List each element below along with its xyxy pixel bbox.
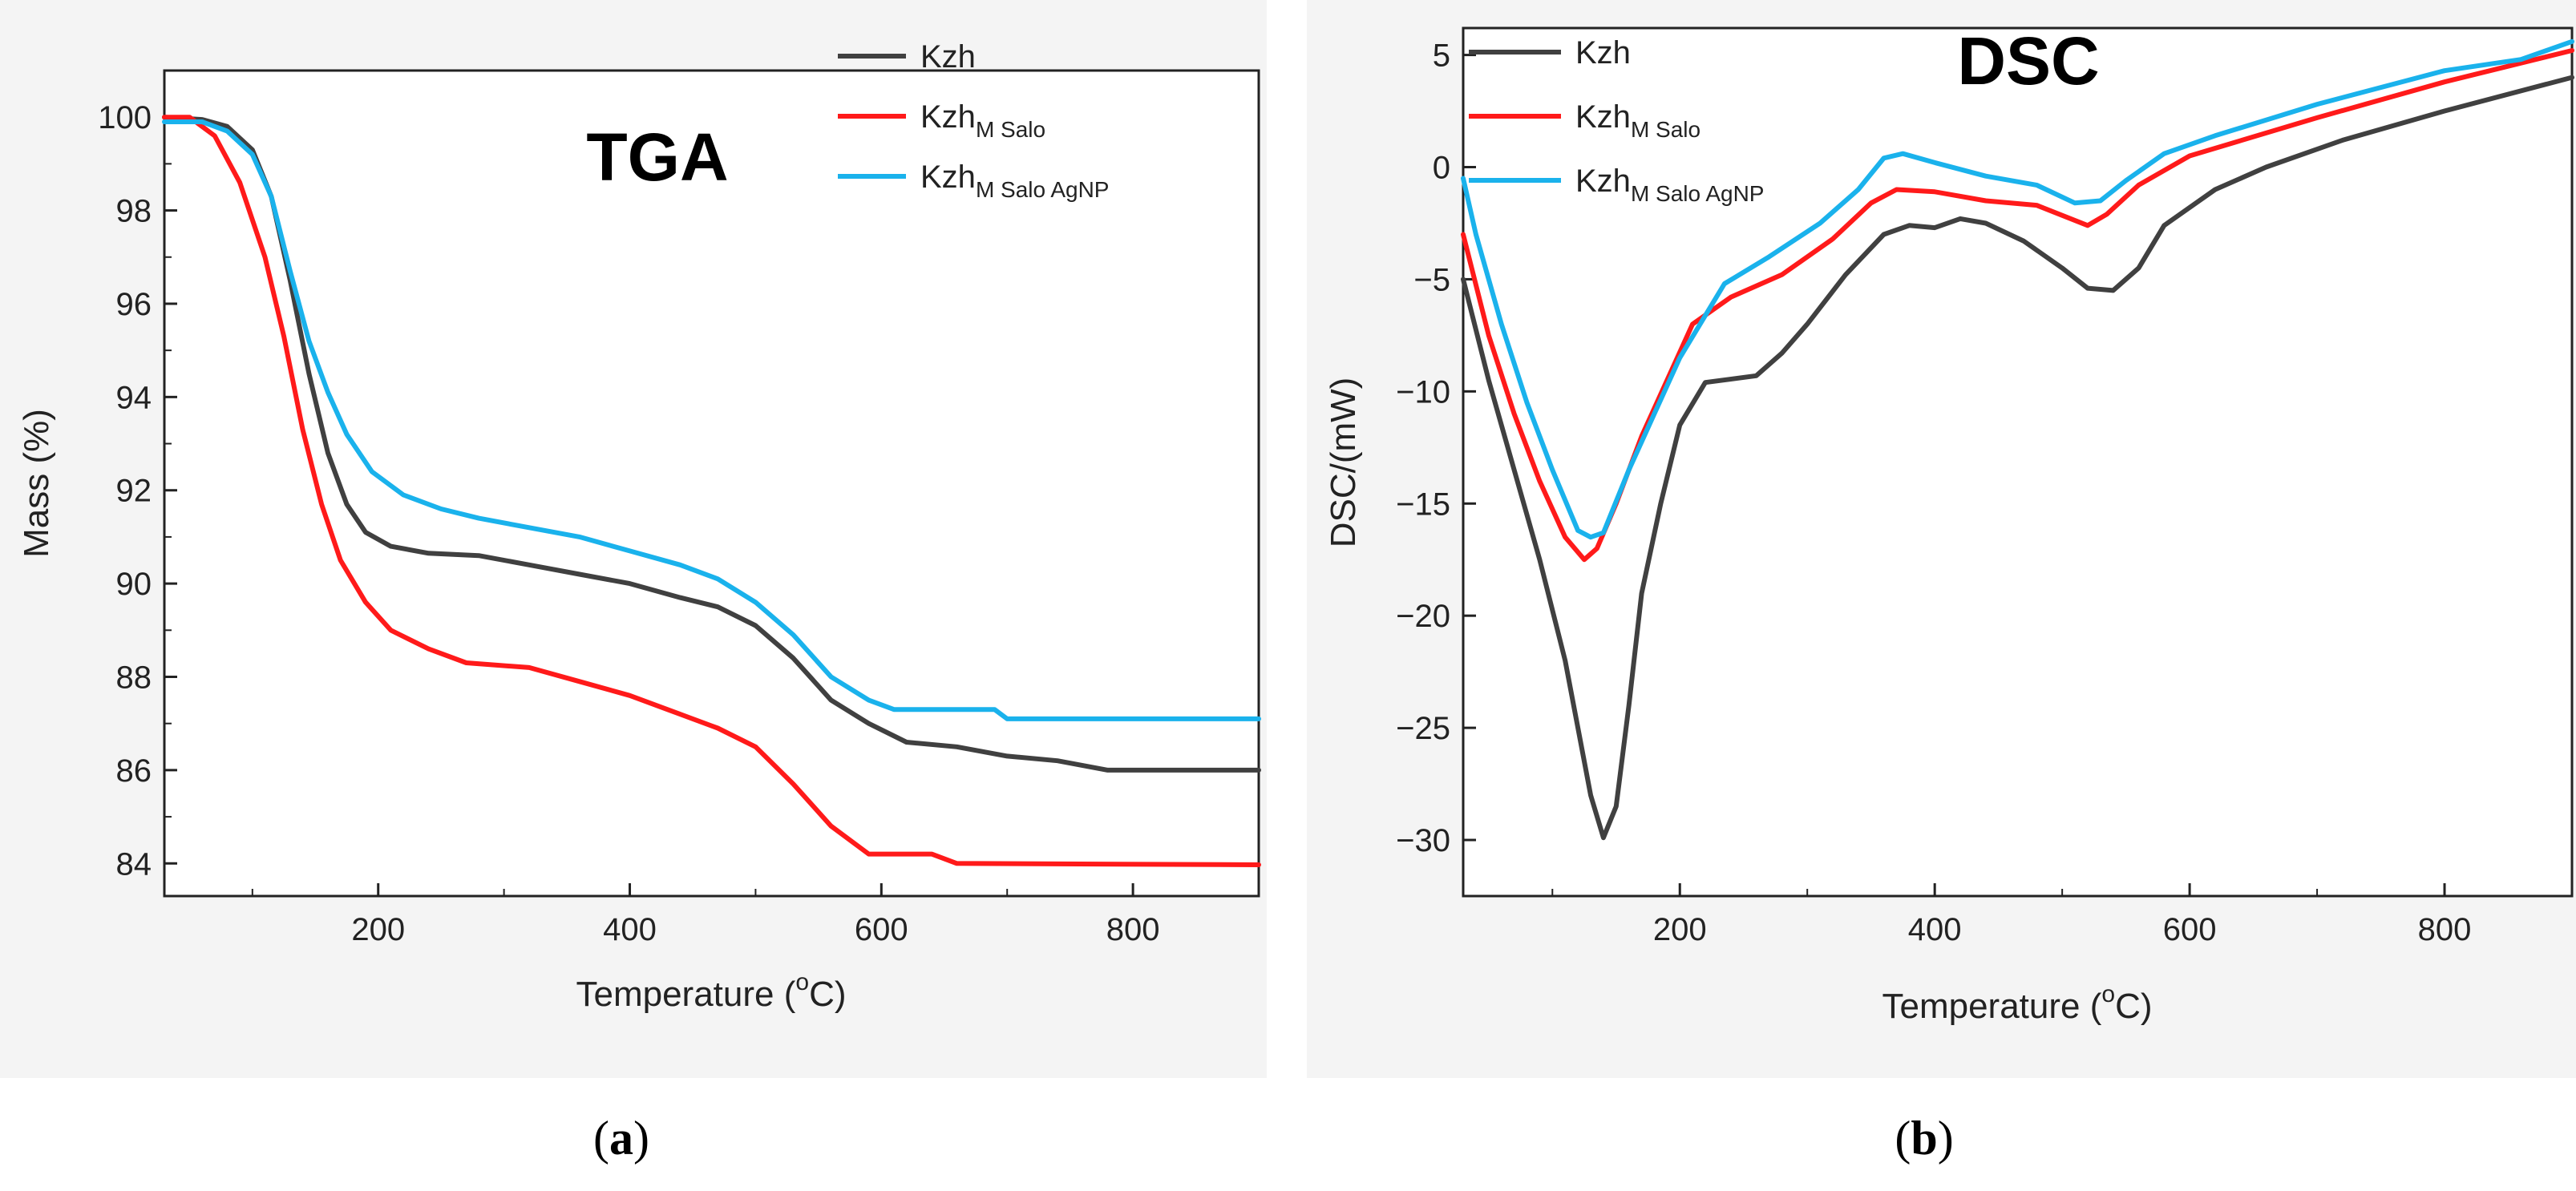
caption-letter: b	[1911, 1112, 1937, 1165]
plot-area	[1462, 26, 2574, 898]
x-axis-title: Temperature (oC)	[576, 969, 846, 1014]
legend-label-base: Kzh	[1575, 164, 1631, 199]
x-tick-label: 200	[351, 912, 405, 947]
x-tick-label: 800	[1106, 912, 1160, 947]
panel-title: TGA	[586, 119, 728, 195]
series-line-kzh	[1461, 75, 2574, 841]
y-tick-label: 5	[1433, 38, 1450, 74]
x-axis-title-main: Temperature (	[576, 975, 795, 1014]
y-axis-title: Mass (%)	[17, 409, 56, 558]
y-tick-label: −20	[1396, 599, 1450, 634]
caption-b: (b)	[1895, 1112, 1953, 1165]
y-tick-label: 0	[1433, 151, 1450, 186]
legend-label: KzhM Salo AgNP	[920, 159, 1109, 202]
y-tick-label: −30	[1396, 823, 1450, 858]
caption-close-paren: )	[633, 1112, 649, 1165]
series-group	[1461, 38, 2574, 841]
y-tick-label: 88	[116, 660, 152, 695]
legend-label-base: Kzh	[1575, 35, 1631, 71]
legend-label: Kzh	[920, 39, 976, 75]
y-tick-label: 96	[116, 287, 152, 322]
x-tick-label: 400	[603, 912, 657, 947]
y-axis-title: DSC/(mW)	[1324, 377, 1363, 548]
legend-label: KzhM Salo	[1575, 99, 1700, 142]
legend-label: Kzh	[1575, 35, 1631, 71]
panel-dsc: 5 0 −5 −10 −15 −20 −25 −30 200 400 600 800 DSC Kzh…	[1307, 0, 2576, 1165]
y-tick-label: 86	[116, 753, 152, 789]
x-tick-label: 600	[855, 912, 908, 947]
y-tick-label: −10	[1396, 374, 1450, 410]
legend-label-base: Kzh	[1575, 99, 1631, 135]
caption-letter: a	[609, 1112, 633, 1165]
legend-label-sub: M Salo AgNP	[976, 177, 1110, 202]
y-tick-label: 84	[116, 846, 152, 882]
legend-label-sub: M Salo	[1631, 117, 1700, 142]
series-line-kzhm-salo-agnp	[1461, 38, 2574, 540]
legend-label: KzhM Salo AgNP	[1575, 164, 1764, 206]
y-tick-label: −25	[1396, 711, 1450, 746]
plot-area	[163, 69, 1260, 898]
y-tick-label: 92	[116, 474, 152, 509]
x-axis-title-sup: o	[795, 969, 809, 995]
series-line-kzhm-salo	[1461, 48, 2574, 563]
panel-tga: 84 86 88 90 92 94 96 98 100 200 400 600 800 TGA Kzh…	[0, 0, 1267, 1165]
caption-open-paren: (	[1895, 1112, 1911, 1165]
y-tick-label: −5	[1413, 262, 1450, 297]
x-tick-label: 200	[1653, 912, 1707, 947]
x-tick-label: 800	[2418, 912, 2472, 947]
x-axis-title-tail: C)	[809, 975, 846, 1014]
y-axis-ticks: 5 0 −5 −10 −15 −20 −25 −30	[1396, 38, 1476, 858]
legend-label: KzhM Salo	[920, 99, 1045, 142]
series-line-kzhm-salo	[162, 115, 1261, 867]
x-tick-label: 600	[2163, 912, 2217, 947]
legend-label-base: Kzh	[920, 159, 976, 195]
y-tick-label: 98	[116, 194, 152, 229]
legend-label-base: Kzh	[920, 39, 976, 75]
y-tick-label: 90	[116, 567, 152, 602]
x-axis-title-tail: C)	[2115, 987, 2152, 1026]
caption-close-paren: )	[1938, 1112, 1954, 1165]
y-tick-label: −15	[1396, 486, 1450, 522]
x-axis-ticks: 200 400 600 800	[251, 883, 1160, 947]
y-tick-label: 94	[116, 380, 152, 415]
panel-title: DSC	[1957, 23, 2099, 99]
series-group	[162, 115, 1261, 867]
legend-label-base: Kzh	[920, 99, 976, 135]
x-tick-label: 400	[1908, 912, 1962, 947]
y-axis-ticks: 84 86 88 90 92 94 96 98 100	[98, 100, 177, 882]
legend-label-sub: M Salo AgNP	[1631, 181, 1765, 206]
series-line-kzhm-salo-agnp	[162, 119, 1261, 721]
x-axis-title-sup: o	[2101, 981, 2115, 1007]
caption-open-paren: (	[593, 1112, 609, 1165]
x-axis-title: Temperature (oC)	[1882, 981, 2152, 1026]
caption-a: (a)	[593, 1112, 649, 1165]
x-axis-title-main: Temperature (	[1882, 987, 2101, 1026]
x-axis-ticks: 200 400 600 800	[1551, 883, 2472, 947]
y-tick-label: 100	[98, 100, 152, 135]
legend-label-sub: M Salo	[976, 117, 1045, 142]
